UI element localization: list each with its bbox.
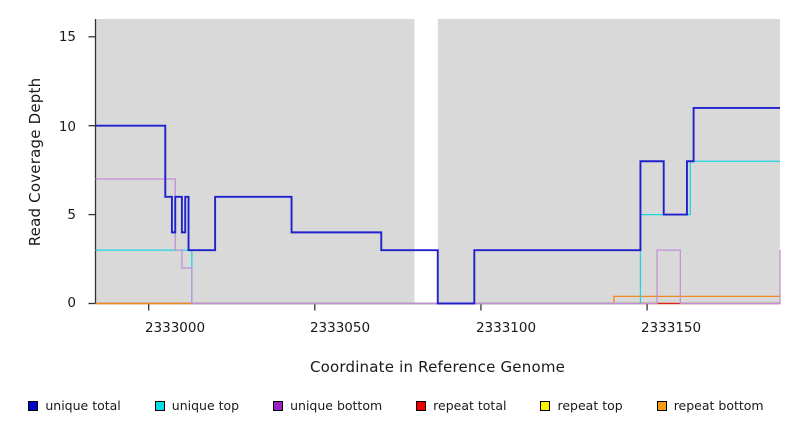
y-tick-label-10: 10 [58, 119, 76, 135]
legend-item-repeat-top[interactable]: repeat top [540, 398, 623, 413]
legend-swatch-icon [154, 400, 165, 411]
x-axis-title: Coordinate in Reference Genome [309, 358, 566, 376]
legend-swatch-icon [416, 400, 427, 411]
legend-item-repeat-total[interactable]: repeat total [416, 398, 506, 413]
legend-label: repeat total [433, 398, 507, 413]
x-tick-label-2333150: 2333150 [640, 320, 702, 336]
legend-item-repeat-bottom[interactable]: repeat bottom [656, 398, 764, 413]
legend-label: repeat bottom [673, 398, 764, 413]
legend-swatch-icon [656, 400, 667, 411]
x-tick-label-2333050: 2333050 [309, 320, 371, 336]
legend-label: unique top [171, 398, 240, 413]
x-tick-label-2333100: 2333100 [475, 320, 537, 336]
legend-item-unique-top[interactable]: unique top [154, 398, 240, 413]
legend-swatch-icon [273, 400, 284, 411]
legend-item-unique-total[interactable]: unique total [28, 398, 121, 413]
series-line-unique-total [95, 106, 780, 305]
gap-band [414, 19, 438, 304]
legend-swatch-icon [540, 400, 551, 411]
y-tick-label-5: 5 [67, 207, 76, 223]
legend-label: unique total [45, 398, 121, 413]
legend-swatch-icon [28, 400, 39, 411]
chart-legend: unique total unique top unique bottom repea… [0, 398, 792, 413]
x-tick-label-2333000: 2333000 [144, 320, 206, 336]
legend-label: repeat top [557, 398, 623, 413]
y-tick-label-15: 15 [58, 29, 76, 45]
legend-label: unique bottom [290, 398, 383, 413]
legend-item-unique-bottom[interactable]: unique bottom [273, 398, 382, 413]
y-tick-label-0: 0 [67, 295, 76, 311]
